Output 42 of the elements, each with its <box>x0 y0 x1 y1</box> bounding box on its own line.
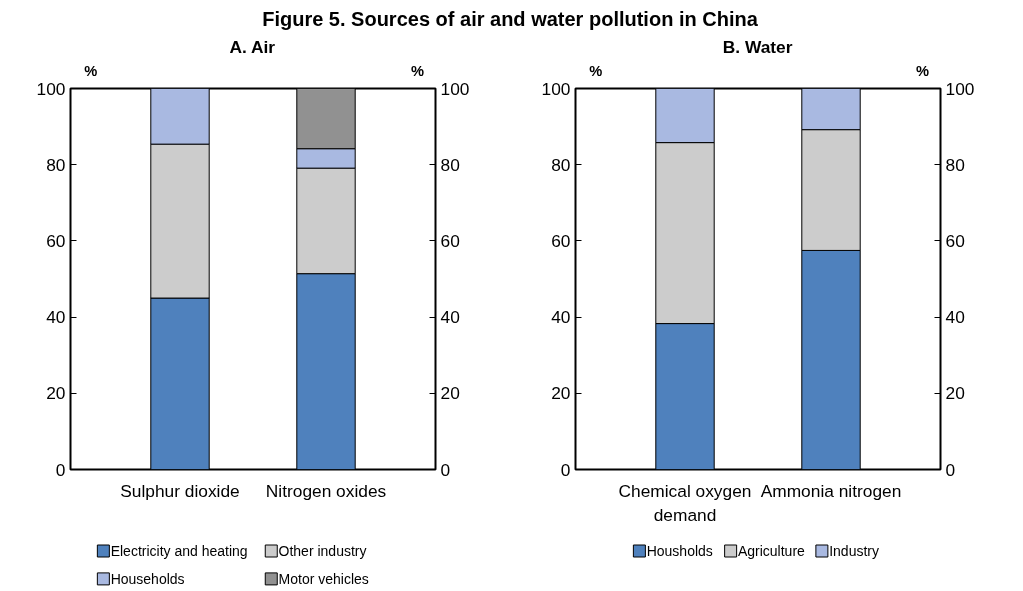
y2-tick-label: 60 <box>440 230 460 251</box>
y-tick-label: 0 <box>560 459 571 480</box>
y2-tick-label: 0 <box>945 459 956 480</box>
chart-subtitle: B. Water <box>722 36 793 57</box>
x-tick-label: Nitrogen oxides <box>265 480 387 501</box>
legend-label: Industry <box>829 543 879 559</box>
legend-label: Motor vehicles <box>278 570 369 587</box>
y2-axis-title: % <box>915 62 929 79</box>
text: Figure 5. Sources of air and water pollution in China <box>262 7 758 32</box>
y-tick-label: 80 <box>46 154 66 175</box>
y-tick-label: 20 <box>46 383 66 404</box>
y-tick-label: 100 <box>541 78 571 99</box>
y2-tick-label: 100 <box>945 78 975 99</box>
y-axis-title: % <box>589 62 603 79</box>
x-tick-label: Ammonia nitrogen <box>760 480 902 501</box>
x-tick-label: Sulphur dioxide <box>120 480 240 501</box>
y-tick-label: 60 <box>46 230 66 251</box>
y-tick-label: 0 <box>55 459 66 480</box>
y-tick-label: 100 <box>36 78 66 99</box>
legend-label: Housholds <box>646 543 713 559</box>
y2-axis-title: % <box>410 62 424 79</box>
y-tick-label: 40 <box>46 307 66 328</box>
y-tick-label: 60 <box>551 230 571 251</box>
legend-label: Electricity and heating <box>110 543 248 559</box>
y2-tick-label: 20 <box>440 383 460 404</box>
y2-tick-label: 80 <box>440 154 460 175</box>
chart-subtitle: A. Air <box>229 36 276 57</box>
y2-tick-label: 80 <box>945 154 965 175</box>
y2-tick-label: 40 <box>945 307 965 328</box>
legend-label: Households <box>110 570 185 587</box>
y2-tick-label: 0 <box>440 459 451 480</box>
y2-tick-label: 60 <box>945 230 965 251</box>
y-axis-title: % <box>84 62 98 79</box>
y-tick-label: 40 <box>551 307 571 328</box>
x-tick-label: Chemical oxygen demand <box>618 480 752 525</box>
y2-tick-label: 100 <box>440 78 470 99</box>
y-tick-label: 80 <box>551 154 571 175</box>
y2-tick-label: 40 <box>440 307 460 328</box>
y2-tick-label: 20 <box>945 383 965 404</box>
legend-label: Agriculture <box>737 543 806 559</box>
legend-label: Other industry <box>278 543 367 559</box>
y-tick-label: 20 <box>551 383 571 404</box>
